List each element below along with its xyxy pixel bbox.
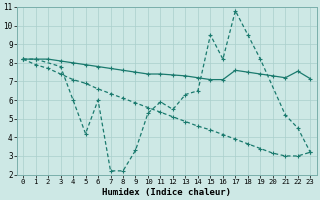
- X-axis label: Humidex (Indice chaleur): Humidex (Indice chaleur): [102, 188, 231, 197]
